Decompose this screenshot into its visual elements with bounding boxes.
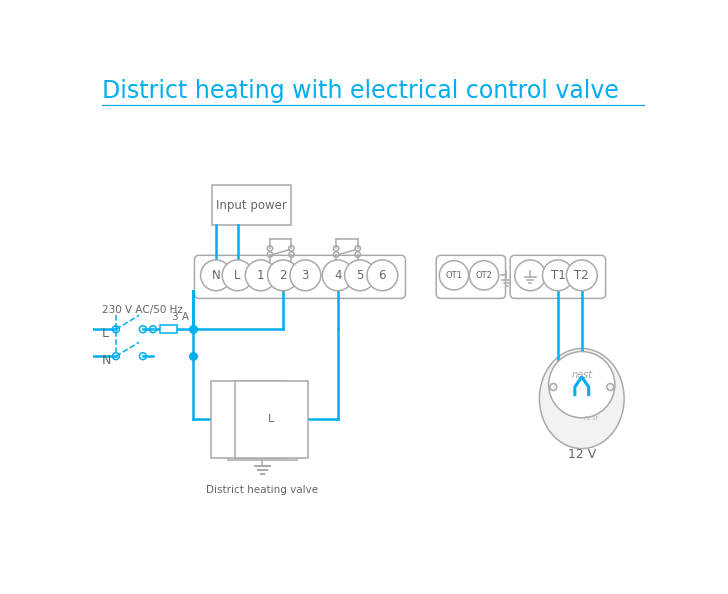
Text: 12 V: 12 V bbox=[568, 448, 596, 461]
Circle shape bbox=[550, 384, 557, 390]
Text: 230 V AC/50 Hz: 230 V AC/50 Hz bbox=[102, 305, 183, 315]
Text: District heating valve: District heating valve bbox=[206, 485, 318, 495]
Circle shape bbox=[542, 260, 574, 290]
Text: T1: T1 bbox=[550, 269, 565, 282]
FancyBboxPatch shape bbox=[228, 402, 297, 460]
Circle shape bbox=[549, 352, 615, 418]
Text: 4: 4 bbox=[334, 269, 341, 282]
Text: N: N bbox=[212, 269, 221, 282]
Circle shape bbox=[344, 260, 376, 290]
Circle shape bbox=[439, 261, 469, 290]
Text: L: L bbox=[234, 269, 241, 282]
Circle shape bbox=[323, 260, 353, 290]
Text: OT1: OT1 bbox=[446, 271, 462, 280]
Text: Input power: Input power bbox=[216, 199, 288, 211]
Text: nest: nest bbox=[571, 371, 593, 380]
Text: OT2: OT2 bbox=[475, 271, 492, 280]
Text: 3: 3 bbox=[301, 269, 309, 282]
Bar bbox=[160, 326, 177, 333]
FancyBboxPatch shape bbox=[194, 255, 405, 298]
Circle shape bbox=[470, 261, 499, 290]
Circle shape bbox=[367, 260, 397, 290]
Text: 3 A: 3 A bbox=[172, 312, 189, 322]
Circle shape bbox=[290, 260, 321, 290]
Ellipse shape bbox=[539, 349, 624, 448]
Circle shape bbox=[201, 260, 232, 290]
Circle shape bbox=[268, 260, 298, 290]
Circle shape bbox=[566, 260, 597, 290]
Circle shape bbox=[515, 260, 545, 290]
Text: T2: T2 bbox=[574, 269, 589, 282]
Text: District heating with electrical control valve: District heating with electrical control… bbox=[102, 79, 619, 103]
FancyBboxPatch shape bbox=[212, 185, 291, 225]
Text: N: N bbox=[102, 353, 111, 366]
Circle shape bbox=[607, 384, 614, 390]
Circle shape bbox=[222, 260, 253, 290]
Text: nest: nest bbox=[583, 415, 598, 421]
Text: 1: 1 bbox=[257, 269, 264, 282]
Text: N: N bbox=[244, 415, 253, 424]
Text: 6: 6 bbox=[379, 269, 386, 282]
Text: L: L bbox=[269, 415, 274, 424]
FancyBboxPatch shape bbox=[510, 255, 606, 298]
Text: L: L bbox=[102, 327, 109, 340]
Text: 2: 2 bbox=[280, 269, 287, 282]
Circle shape bbox=[245, 260, 276, 290]
Text: 5: 5 bbox=[356, 269, 364, 282]
FancyBboxPatch shape bbox=[436, 255, 505, 298]
